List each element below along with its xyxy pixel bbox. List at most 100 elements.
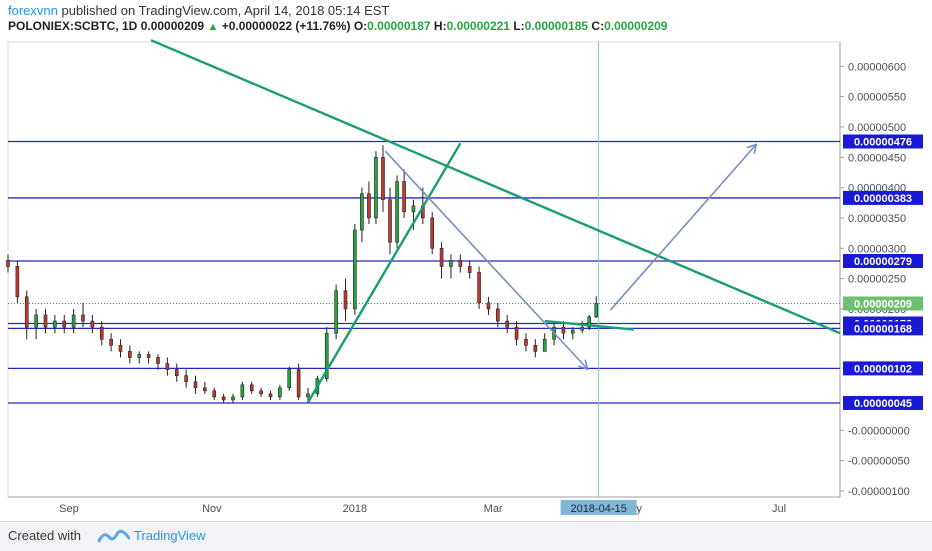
- candle-body: [109, 338, 113, 346]
- candle: [165, 357, 170, 376]
- candle-body: [240, 384, 245, 398]
- candle-body: [411, 205, 416, 213]
- candle: [334, 284, 338, 340]
- candle: [137, 351, 142, 364]
- created-with-text: Created with: [8, 528, 81, 543]
- candle-body: [571, 329, 575, 334]
- candle: [343, 278, 348, 322]
- author-link[interactable]: forexvnn: [8, 3, 58, 18]
- candle-body: [231, 396, 235, 401]
- candle-body: [268, 393, 273, 398]
- candle: [15, 260, 20, 303]
- candle-body: [212, 390, 217, 398]
- candle: [146, 351, 151, 364]
- candle-body: [353, 229, 357, 310]
- candle-body: [343, 290, 348, 310]
- candle: [278, 384, 282, 400]
- candle: [496, 302, 500, 328]
- candle-body: [203, 387, 207, 392]
- low-label: L:: [513, 19, 525, 33]
- tradingview-brand-link[interactable]: TradingView: [134, 528, 206, 543]
- candle: [587, 315, 592, 331]
- candle-body: [99, 326, 104, 340]
- y-tick-label: 0.00000250: [848, 274, 906, 286]
- up-triangle-icon: ▲: [207, 21, 219, 33]
- open-label: O:: [353, 19, 368, 33]
- candle-body: [128, 351, 132, 358]
- candle-body: [24, 296, 29, 328]
- candle: [353, 224, 357, 315]
- level-price-label-bg: [843, 190, 923, 205]
- candle-body: [193, 381, 198, 389]
- level-price-label-bg: [843, 254, 923, 269]
- candle: [268, 390, 273, 400]
- candle-body: [402, 181, 406, 213]
- candle-body: [43, 314, 48, 328]
- publish-info: forexvnn published on TradingView.com, A…: [8, 3, 389, 18]
- price-chart[interactable]: 0.00000600 0.00000550 0.00000500 0.00000450…: [0, 0, 932, 521]
- candle-body: [496, 308, 500, 322]
- candle-body: [165, 363, 170, 370]
- y-tick-label: 0.00000450: [848, 152, 906, 164]
- candle: [505, 315, 510, 334]
- candle-body: [118, 345, 123, 352]
- candle: [571, 327, 575, 340]
- candle-body: [514, 326, 519, 340]
- candle-body: [259, 390, 263, 395]
- candle: [118, 339, 123, 358]
- candle: [402, 169, 406, 218]
- candle: [184, 369, 188, 388]
- candle: [240, 381, 245, 400]
- y-tick-label: 0.00000500: [848, 122, 906, 134]
- candle: [90, 315, 95, 334]
- candle-body: [367, 193, 371, 219]
- candle: [156, 354, 160, 370]
- last-price: 0.00000209: [140, 19, 205, 33]
- candle-body: [505, 320, 510, 328]
- candle: [360, 187, 364, 243]
- candle: [221, 393, 226, 403]
- candle-body: [296, 369, 301, 398]
- price-scale: [840, 42, 932, 497]
- y-tick-label: 0.00000600: [848, 61, 906, 73]
- level-price-label: 0.00000476: [854, 136, 912, 148]
- candle: [174, 363, 179, 382]
- candle: [99, 321, 104, 346]
- candle-body: [486, 302, 491, 310]
- candle: [561, 321, 566, 340]
- level-price-label-bg: [843, 361, 923, 376]
- candle-body: [439, 247, 444, 267]
- candle: [71, 308, 76, 334]
- candle: [24, 290, 29, 340]
- candle-body: [53, 320, 57, 328]
- candle: [395, 175, 399, 249]
- level-price-label-bg: [843, 321, 923, 336]
- trend-line: [306, 142, 462, 403]
- y-tick-label: 0.00000350: [848, 213, 906, 225]
- candle: [524, 333, 528, 352]
- candle-body: [156, 357, 160, 364]
- candle-body: [360, 193, 364, 231]
- high-value: 0.00000221: [446, 19, 510, 33]
- projection-arrow: [384, 150, 587, 368]
- candle: [53, 315, 57, 334]
- candle: [381, 145, 385, 212]
- candle: [62, 315, 67, 334]
- candle-body: [306, 393, 310, 398]
- candle: [128, 345, 132, 364]
- level-price-label: 0.00000045: [854, 398, 912, 410]
- candle-body: [15, 266, 20, 298]
- candle-body: [388, 199, 392, 243]
- symbol-label: POLONIEX:SCBTC, 1D: [8, 19, 138, 33]
- candle: [6, 254, 10, 273]
- candle-body: [146, 354, 151, 358]
- high-label: H:: [433, 19, 447, 33]
- level-price-label: 0.00000383: [854, 193, 912, 205]
- projection-arrow: [609, 145, 755, 311]
- candle-body: [587, 316, 592, 328]
- candle-body: [524, 338, 528, 346]
- candle: [212, 387, 217, 400]
- candle: [231, 393, 235, 403]
- candle-body: [184, 375, 188, 383]
- level-price-label: 0.00000168: [854, 323, 912, 335]
